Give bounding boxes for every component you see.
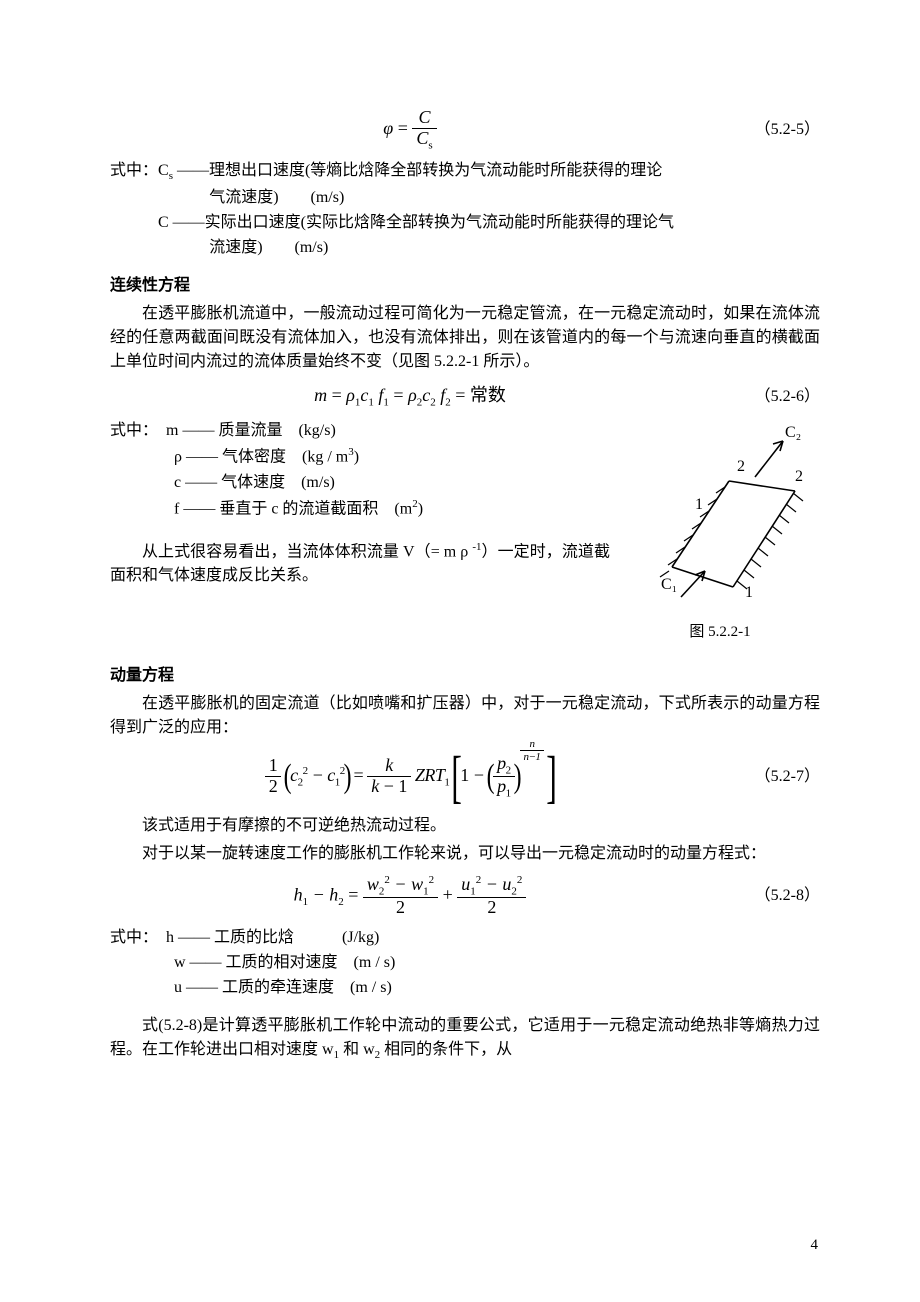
- def-u: u —— 工质的牵连速度 (m / s): [110, 976, 820, 1000]
- equation-5-2-5: φ = C Cs （5.2-5）: [110, 108, 820, 151]
- equation-number: （5.2-7）: [710, 765, 820, 789]
- def-w: w —— 工质的相对速度 (m / s): [110, 951, 820, 975]
- equation-5-2-8: h1 − h2 = w22 − w12 2 + u12 − u22 2 （5.2…: [110, 874, 820, 918]
- def-prefix: 式中：: [110, 929, 150, 946]
- heading-momentum: 动量方程: [110, 664, 820, 688]
- equation-body: 12 (c22 − c12) = kk − 1 ZRT1 [1 − (p2p1)…: [110, 748, 710, 806]
- f-tail: ): [418, 500, 423, 517]
- w-frac: w22 − w12 2: [363, 874, 438, 918]
- rho-tail: ): [354, 449, 359, 466]
- fraction: C Cs: [412, 108, 436, 151]
- numerator: C: [412, 108, 436, 129]
- paragraph-5: 对于以某一旋转速度工作的膨胀机工作轮来说，可以导出一元稳定流动时的动量方程式：: [110, 842, 820, 866]
- denominator: Cs: [412, 129, 436, 152]
- def-m-text: m —— 质量流量 (kg/s): [166, 422, 336, 439]
- rho-sym: ρ: [174, 449, 182, 466]
- equation-number: （5.2-6）: [710, 385, 820, 409]
- def-h-text: h —— 工质的比焓 (J/kg): [166, 929, 379, 946]
- den-var: C: [416, 128, 428, 148]
- equation-5-2-7: 12 (c22 − c12) = kk − 1 ZRT1 [1 − (p2p1)…: [110, 748, 820, 806]
- p6c: 相同的条件下，从: [380, 1041, 512, 1058]
- p2a: 从上式很容易看出，当流体体积流量 V（= m ρ: [142, 543, 472, 560]
- definition-block-525: 式中：Cs ——理想出口速度(等熵比焓降全部转换为气流动能时所能获得的理论 气流…: [110, 159, 820, 260]
- page-number: 4: [811, 1234, 819, 1257]
- k-frac: kk − 1: [367, 756, 411, 797]
- den-sub: s: [428, 139, 432, 151]
- rho-text: —— 气体密度 (kg / m: [182, 449, 348, 466]
- equation-body: φ = C Cs: [110, 108, 710, 151]
- paragraph-1: 在透平膨胀机流道中，一般流动过程可简化为一元稳定管流，在一元稳定流动时，如果在流…: [110, 302, 820, 374]
- f-text: f —— 垂直于 c 的流道截面积 (m: [174, 500, 412, 517]
- def-prefix: 式中：: [110, 162, 158, 179]
- half: 12: [265, 756, 282, 797]
- eq526-const: 常数: [470, 385, 506, 405]
- equals: =: [398, 118, 413, 138]
- label-1b: 1: [745, 584, 753, 601]
- equation-5-2-6: m = ρ1c1 f1 = ρ2c2 f2 = 常数 （5.2-6）: [110, 382, 820, 411]
- label-c2: C₂: [785, 424, 801, 441]
- equation-body: m = ρ1c1 f1 = ρ2c2 f2 = 常数: [110, 382, 710, 411]
- figure-5-2-2-1: C₁ C₂ 1 2 1 2 图 5.2.2-1: [620, 419, 820, 644]
- label-c1: C₁: [661, 576, 677, 593]
- definition-block-528: 式中： h —— 工质的比焓 (J/kg) w —— 工质的相对速度 (m / …: [110, 926, 820, 1000]
- p6b: 和 w: [339, 1041, 375, 1058]
- phi-var: φ: [383, 118, 393, 138]
- def-c-line2: 流速度) (m/s): [110, 236, 820, 260]
- paragraph-3: 在透平膨胀机的固定流道（比如喷嘴和扩压器）中，对于一元稳定流动，下式所表示的动量…: [110, 692, 820, 740]
- paragraph-6: 式(5.2-8)是计算透平膨胀机工作轮中流动的重要公式，它适用于一元稳定流动绝热…: [110, 1014, 820, 1064]
- cs-symbol: C: [158, 162, 169, 179]
- def-h: 式中： h —— 工质的比焓 (J/kg): [110, 926, 820, 950]
- p2sup: -1: [472, 541, 481, 553]
- def-c-line1: C ——实际出口速度(实际比焓降全部转换为气流动能时所能获得的理论气: [110, 211, 820, 235]
- equation-number: （5.2-5）: [710, 118, 820, 142]
- equation-body: h1 − h2 = w22 − w12 2 + u12 − u22 2: [110, 874, 710, 918]
- flow-channel-diagram: C₁ C₂ 1 2 1 2: [625, 419, 815, 609]
- label-2b: 2: [795, 468, 803, 485]
- c-symbol: C: [158, 214, 169, 231]
- figure-caption: 图 5.2.2-1: [620, 621, 820, 644]
- def-cs-line1: 式中：Cs ——理想出口速度(等熵比焓降全部转换为气流动能时所能获得的理论: [110, 159, 820, 185]
- u-frac: u12 − u22 2: [457, 874, 526, 918]
- equation-number: （5.2-8）: [710, 884, 820, 908]
- c-text1: ——实际出口速度(实际比焓降全部转换为气流动能时所能获得的理论气: [169, 214, 674, 231]
- eq526-expr: m = ρ1c1 f1 = ρ2c2 f2 =: [314, 385, 470, 405]
- heading-continuity: 连续性方程: [110, 274, 820, 298]
- label-1: 1: [695, 496, 703, 513]
- label-2: 2: [737, 458, 745, 475]
- p-frac: p2p1: [493, 754, 515, 800]
- cs-text1: ——理想出口速度(等熵比焓降全部转换为气流动能时所能获得的理论: [173, 162, 662, 179]
- def-cs-line2: 气流速度) (m/s): [110, 186, 820, 210]
- paragraph-4: 该式适用于有摩擦的不可逆绝热流动过程。: [110, 814, 820, 838]
- def-prefix: 式中：: [110, 422, 150, 439]
